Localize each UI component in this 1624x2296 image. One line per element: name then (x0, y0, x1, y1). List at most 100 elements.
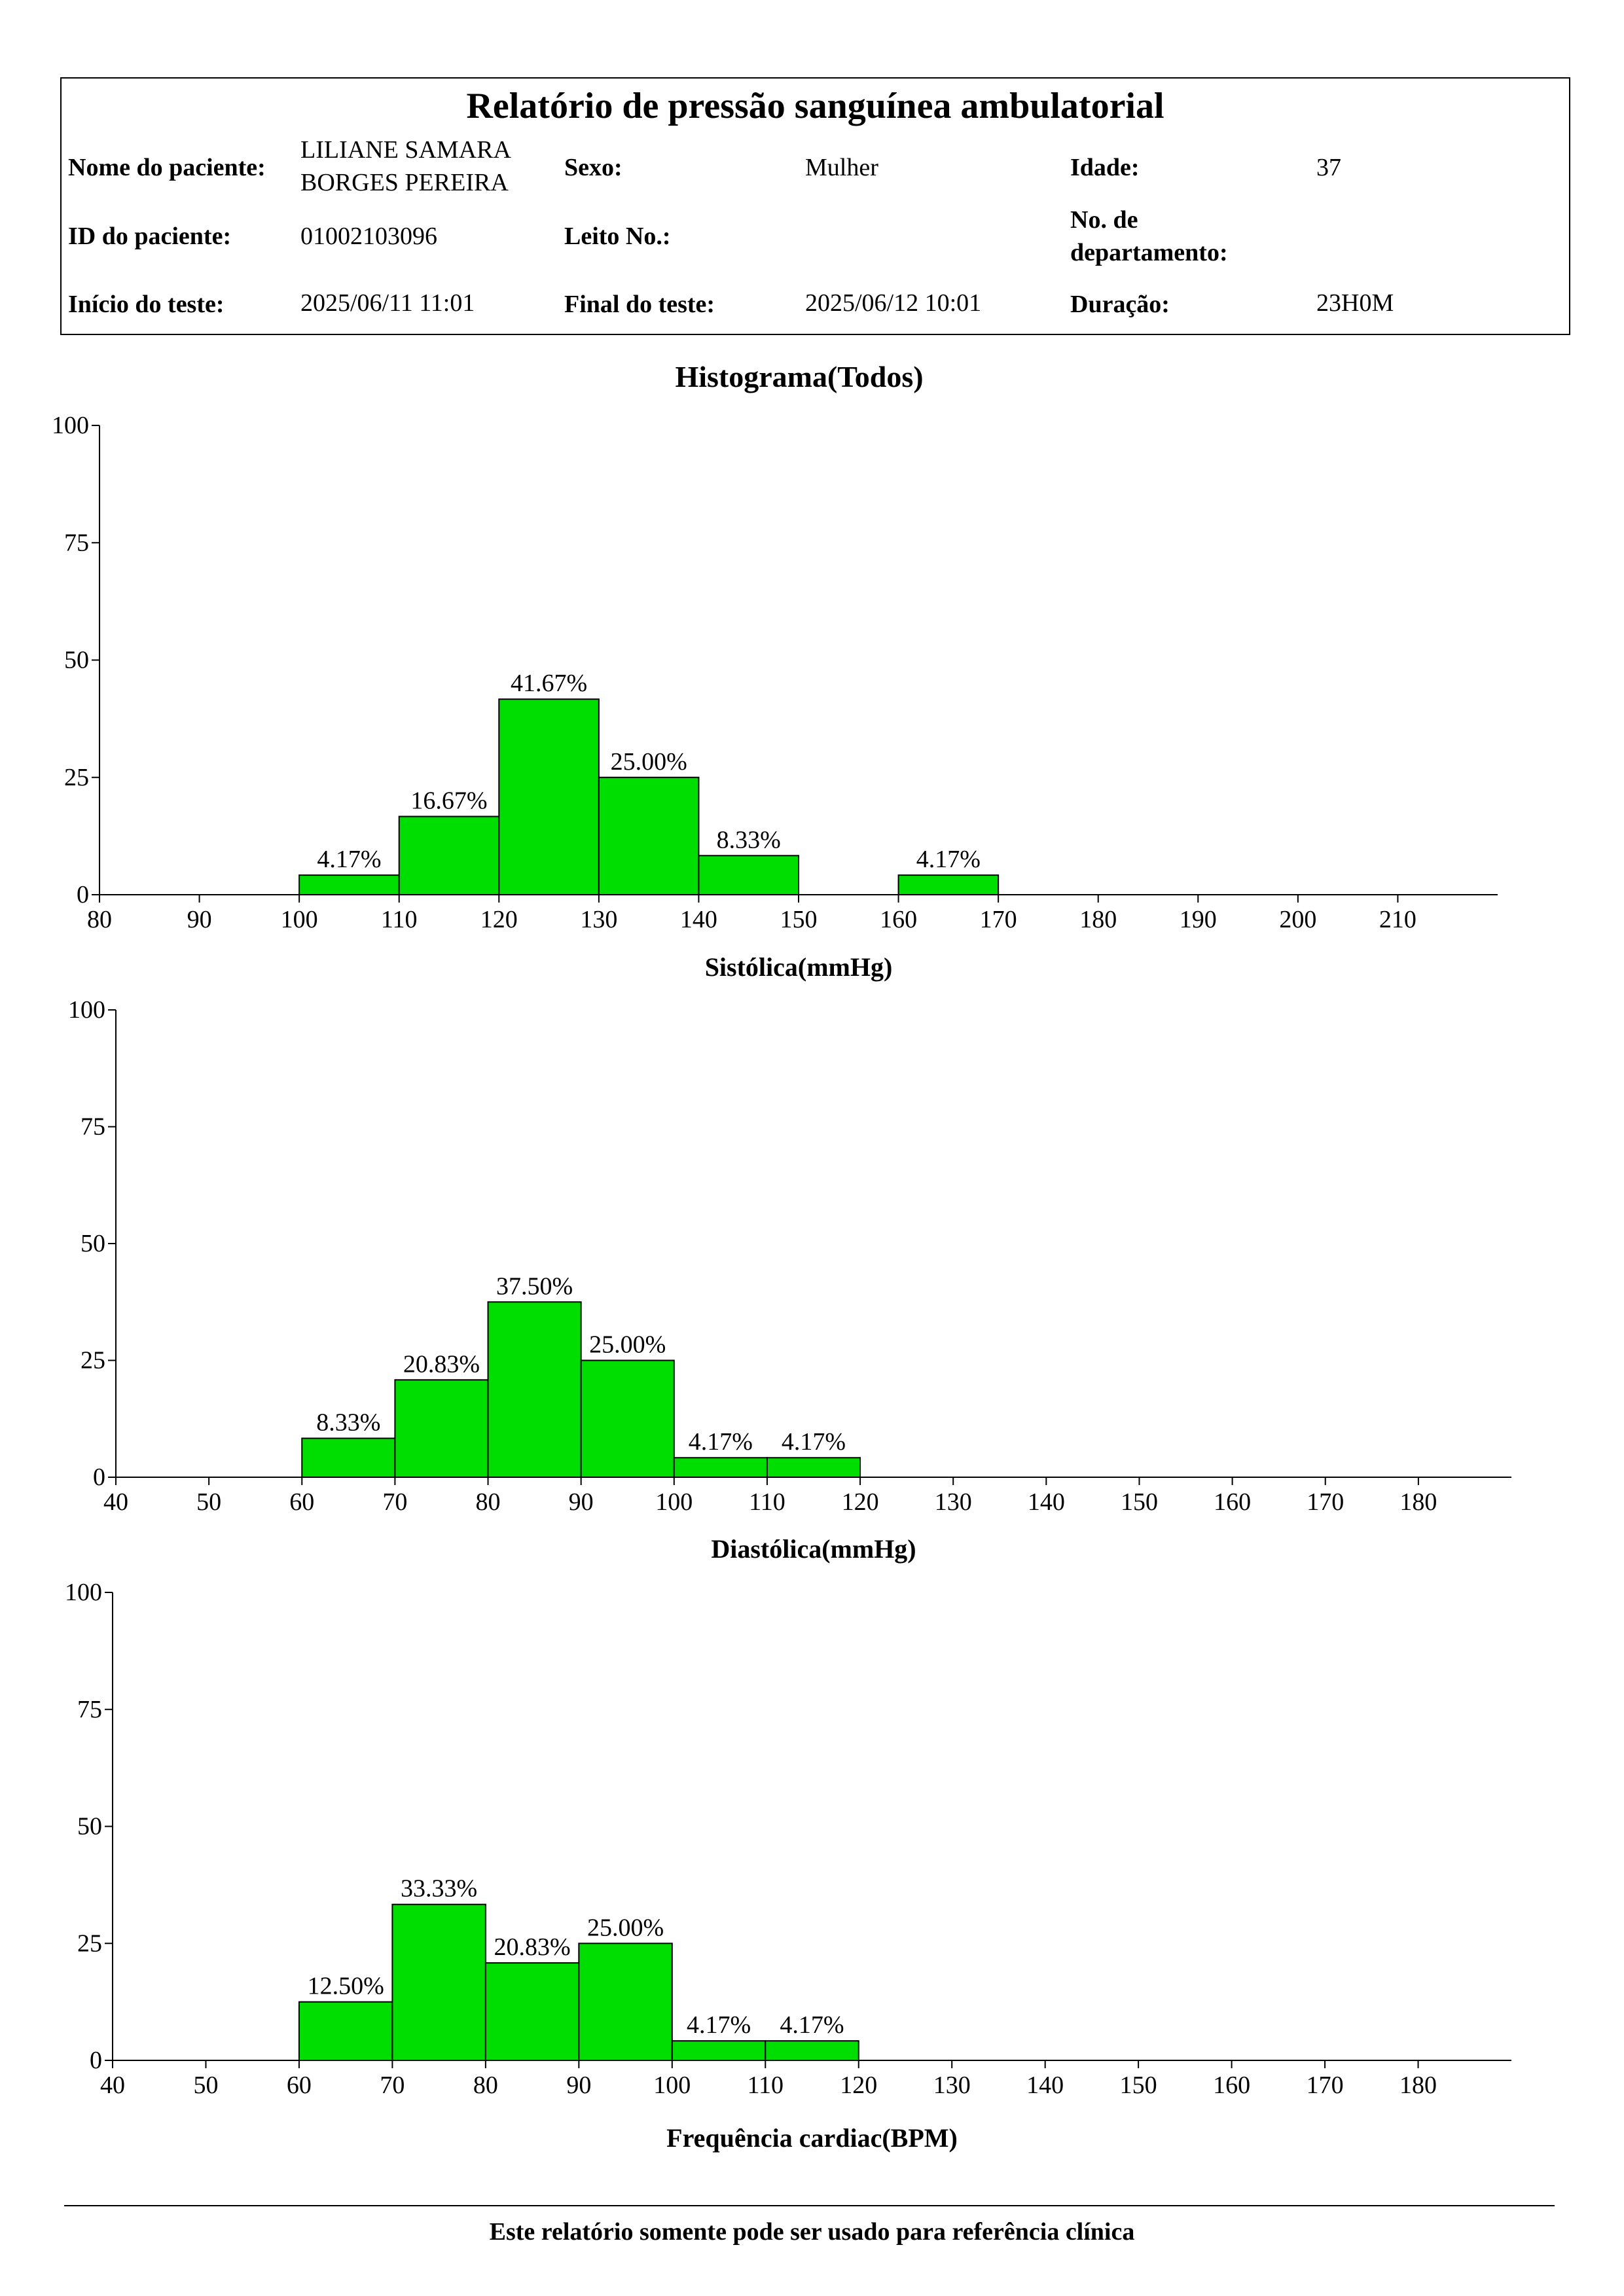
x-tick-label: 150 (1121, 1488, 1158, 1516)
x-tick-label: 140 (1028, 1488, 1065, 1516)
bar-value-label: 4.17% (687, 2011, 751, 2039)
histogram-bar (578, 1943, 673, 2061)
bar-value-label: 8.33% (717, 826, 781, 853)
y-tick-label: 0 (77, 881, 89, 908)
footer-divider (64, 2205, 1555, 2206)
bar-value-label: 41.67% (511, 670, 587, 697)
dept-label-line1: No. de (1070, 206, 1138, 234)
bar-value-label: 4.17% (689, 1428, 753, 1456)
y-tick-label: 25 (64, 764, 89, 791)
x-tick-label: 150 (780, 906, 818, 933)
footer-disclaimer: Este relatório somente pode ser usado pa… (489, 2218, 1135, 2246)
y-tick-label: 50 (64, 647, 89, 674)
y-tick-label: 100 (65, 1579, 102, 1606)
x-tick-label: 90 (566, 2072, 591, 2099)
histogram-bar (484, 1962, 580, 2061)
dept-label-line2: departamento: (1070, 239, 1228, 266)
end-label: Final do teste: (564, 291, 715, 318)
histogram-bar (766, 1457, 861, 1479)
x-tick-label: 60 (287, 2072, 312, 2099)
bar-value-label: 33.33% (401, 1875, 477, 1903)
patient-name-line1: LILIANE SAMARA (300, 136, 511, 164)
y-tick-label: 75 (81, 1113, 105, 1141)
bed-label: Leito No.: (564, 223, 671, 250)
x-tick-label: 90 (187, 906, 212, 933)
histogram-bar (671, 2040, 767, 2062)
x-axis-title: Sistólica(mmHg) (705, 952, 893, 982)
x-tick-label: 110 (747, 2072, 784, 2099)
x-tick-label: 50 (193, 2072, 218, 2099)
x-tick-label: 80 (476, 1488, 501, 1516)
histogram-bar (301, 1437, 396, 1478)
histogram-bar (580, 1359, 675, 1478)
histogram-title: Histograma(Todos) (675, 360, 923, 393)
y-tick-label: 25 (77, 1929, 102, 1957)
y-tick-label: 0 (93, 1463, 105, 1491)
x-tick-label: 40 (103, 1488, 128, 1516)
patient-id-value: 01002103096 (300, 223, 437, 250)
start-label: Início do teste: (68, 291, 225, 318)
x-tick-label: 60 (289, 1488, 314, 1516)
x-tick-label: 180 (1399, 1488, 1437, 1516)
bar-value-label: 20.83% (494, 1933, 571, 1961)
start-value: 2025/06/11 11:01 (300, 289, 475, 317)
x-tick-label: 70 (382, 1488, 407, 1516)
y-tick-label: 50 (77, 1813, 102, 1840)
y-tick-label: 75 (77, 1696, 102, 1723)
sex-label: Sexo: (564, 154, 623, 181)
bar-value-label: 8.33% (316, 1409, 380, 1437)
bar-value-label: 25.00% (587, 1914, 664, 1941)
histogram-bar (487, 1301, 582, 1478)
x-tick-label: 160 (1213, 2072, 1250, 2099)
x-tick-label: 40 (100, 2072, 125, 2099)
y-tick-label: 25 (81, 1347, 105, 1374)
x-tick-label: 100 (653, 2072, 691, 2099)
x-tick-label: 180 (1399, 2072, 1437, 2099)
x-tick-label: 80 (473, 2072, 498, 2099)
x-tick-label: 210 (1379, 906, 1416, 933)
histogram-bar (391, 1903, 486, 2061)
x-tick-label: 150 (1120, 2072, 1157, 2099)
x-tick-label: 110 (381, 906, 418, 933)
x-tick-label: 180 (1079, 906, 1117, 933)
bar-value-label: 4.17% (317, 846, 381, 873)
x-tick-label: 130 (933, 2072, 971, 2099)
bar-value-label: 4.17% (782, 1428, 846, 1456)
x-axis-title: Diastólica(mmHg) (711, 1534, 916, 1564)
x-tick-label: 170 (980, 906, 1017, 933)
y-tick-label: 100 (68, 996, 105, 1024)
y-tick-label: 0 (90, 2047, 102, 2074)
x-tick-label: 120 (840, 2072, 877, 2099)
patient-name-line2: BORGES PEREIRA (300, 169, 509, 196)
histogram-bar (298, 2001, 393, 2061)
duration-value: 23H0M (1316, 289, 1394, 317)
patient-name-label: Nome do paciente: (68, 154, 266, 181)
x-tick-label: 170 (1307, 2072, 1344, 2099)
patient-info-panel: Relatório de pressão sanguínea ambulator… (60, 77, 1570, 335)
x-tick-label: 140 (1026, 2072, 1064, 2099)
x-axis-title: Frequência cardiac(BPM) (666, 2123, 958, 2153)
bar-value-label: 37.50% (496, 1272, 573, 1300)
bar-value-label: 4.17% (780, 2011, 844, 2039)
x-tick-label: 80 (87, 906, 112, 933)
x-tick-label: 110 (749, 1488, 785, 1516)
patient-id-label: ID do paciente: (68, 223, 232, 250)
end-value: 2025/06/12 10:01 (805, 289, 982, 317)
y-tick-label: 75 (64, 529, 89, 556)
report-title: Relatório de pressão sanguínea ambulator… (466, 86, 1164, 126)
x-tick-label: 140 (680, 906, 717, 933)
bar-value-label: 12.50% (308, 1973, 384, 2000)
age-value: 37 (1316, 154, 1341, 181)
x-tick-label: 160 (1214, 1488, 1251, 1516)
histogram-bar (598, 776, 700, 895)
x-tick-label: 190 (1180, 906, 1217, 933)
bar-value-label: 20.83% (403, 1350, 480, 1378)
duration-label: Duração: (1070, 291, 1170, 318)
histogram-bar (765, 2040, 859, 2062)
histogram-bar (698, 855, 800, 896)
bar-value-label: 25.00% (589, 1331, 666, 1359)
histogram-bar (673, 1457, 768, 1479)
x-tick-label: 120 (842, 1488, 879, 1516)
bar-value-label: 4.17% (916, 846, 981, 873)
